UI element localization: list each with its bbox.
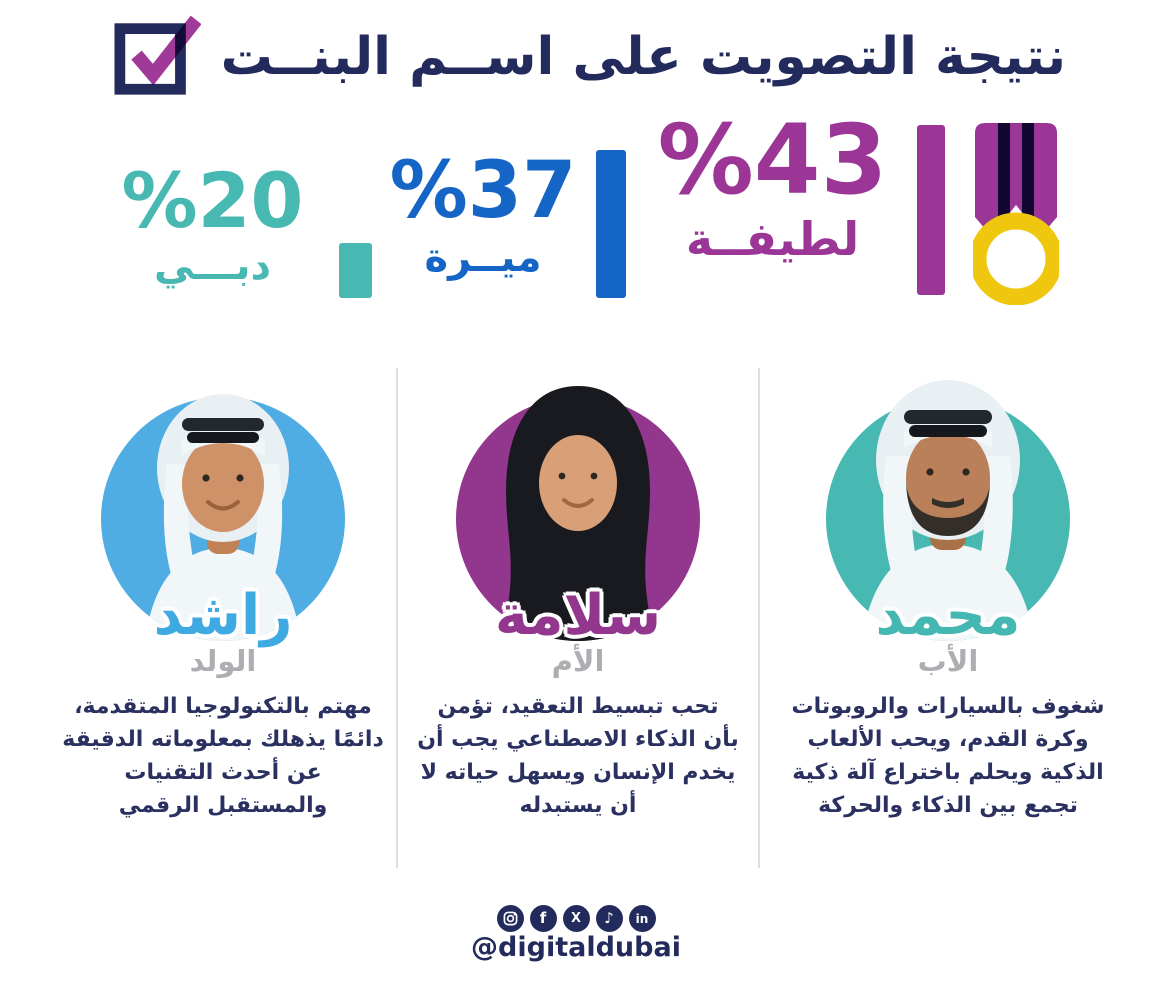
linkedin-icon[interactable]: in [628, 905, 656, 932]
person-role: الأب [917, 644, 979, 678]
person-description: تحب تبسيط التعقيد، تؤمن بأن الذكاء الاصط… [417, 693, 739, 818]
person-card: محمد الأب شغوف بالسيارات والروبوتات وكرة… [783, 352, 1113, 822]
result-bar [596, 150, 626, 298]
boy-photo-illustration [101, 394, 345, 641]
social-icons-row: f X ♪ in [0, 905, 1152, 932]
candidate-name: لطيفــة [685, 211, 860, 266]
candidate-name: ميــرة [424, 234, 542, 281]
result-bar [917, 125, 945, 295]
person-card: راشد الولد مهتم بالتكنولوجيا المتقدمة، د… [58, 352, 388, 822]
person-name: سلامة [494, 583, 662, 648]
checkbox-icon [114, 15, 201, 95]
result-bar [339, 243, 372, 298]
facebook-icon[interactable]: f [529, 905, 557, 932]
divider [758, 368, 760, 868]
person-name: محمد [875, 583, 1021, 648]
person-card: سلامة الأم تحب تبسيط التعقيد، تؤمن بأن ا… [413, 352, 743, 822]
x-icon[interactable]: X [562, 905, 590, 932]
person-role: الولد [189, 644, 257, 678]
father-photo-illustration [826, 380, 1070, 641]
result-item: %43 لطيفــة [650, 104, 895, 266]
tiktok-icon[interactable]: ♪ [595, 905, 623, 932]
percent-value: %37 [389, 146, 577, 236]
social-handle[interactable]: @digitaldubai [471, 932, 681, 963]
candidate-name: دبـــي [153, 242, 272, 289]
person-role: الأم [551, 644, 605, 678]
mother-photo-illustration [456, 386, 700, 641]
person-description: مهتم بالتكنولوجيا المتقدمة، دائمًا يذهلك… [62, 693, 384, 818]
divider [396, 368, 398, 868]
result-item: %20 دبـــي [105, 162, 320, 288]
header: نتيجة التصويت على اســم البنــت [113, 14, 1066, 100]
medal-icon [973, 123, 1059, 305]
person-name: راشد [153, 583, 293, 648]
percent-value: %20 [121, 156, 304, 245]
instagram-icon[interactable] [496, 905, 524, 932]
result-item: %37 ميــرة [378, 146, 588, 281]
page-title: نتيجة التصويت على اســم البنــت [220, 27, 1066, 87]
percent-value: %43 [657, 104, 888, 216]
person-description: شغوف بالسيارات والروبوتات وكرة القدم، وي… [791, 693, 1105, 818]
